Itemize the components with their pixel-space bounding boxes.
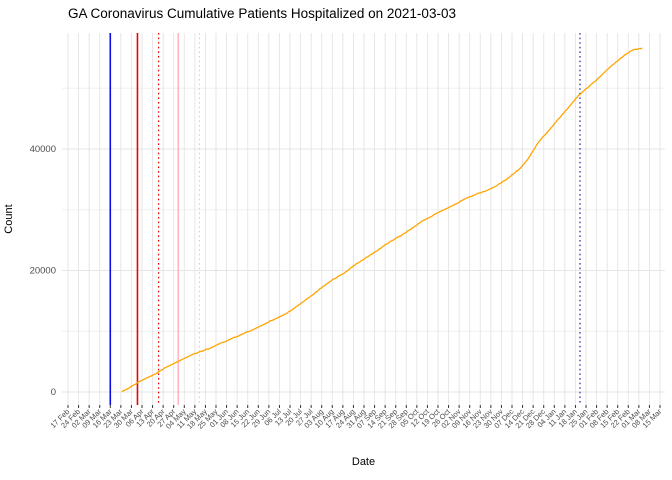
chart-title: GA Coronavirus Cumulative Patients Hospi… — [68, 6, 456, 21]
y-tick-label: 20000 — [30, 266, 56, 277]
y-tick-label: 0 — [51, 387, 56, 398]
series-line — [121, 47, 643, 392]
y-tick-label: 40000 — [30, 144, 56, 155]
y-axis-title: Count — [3, 204, 15, 234]
x-axis-title: Date — [351, 456, 376, 468]
